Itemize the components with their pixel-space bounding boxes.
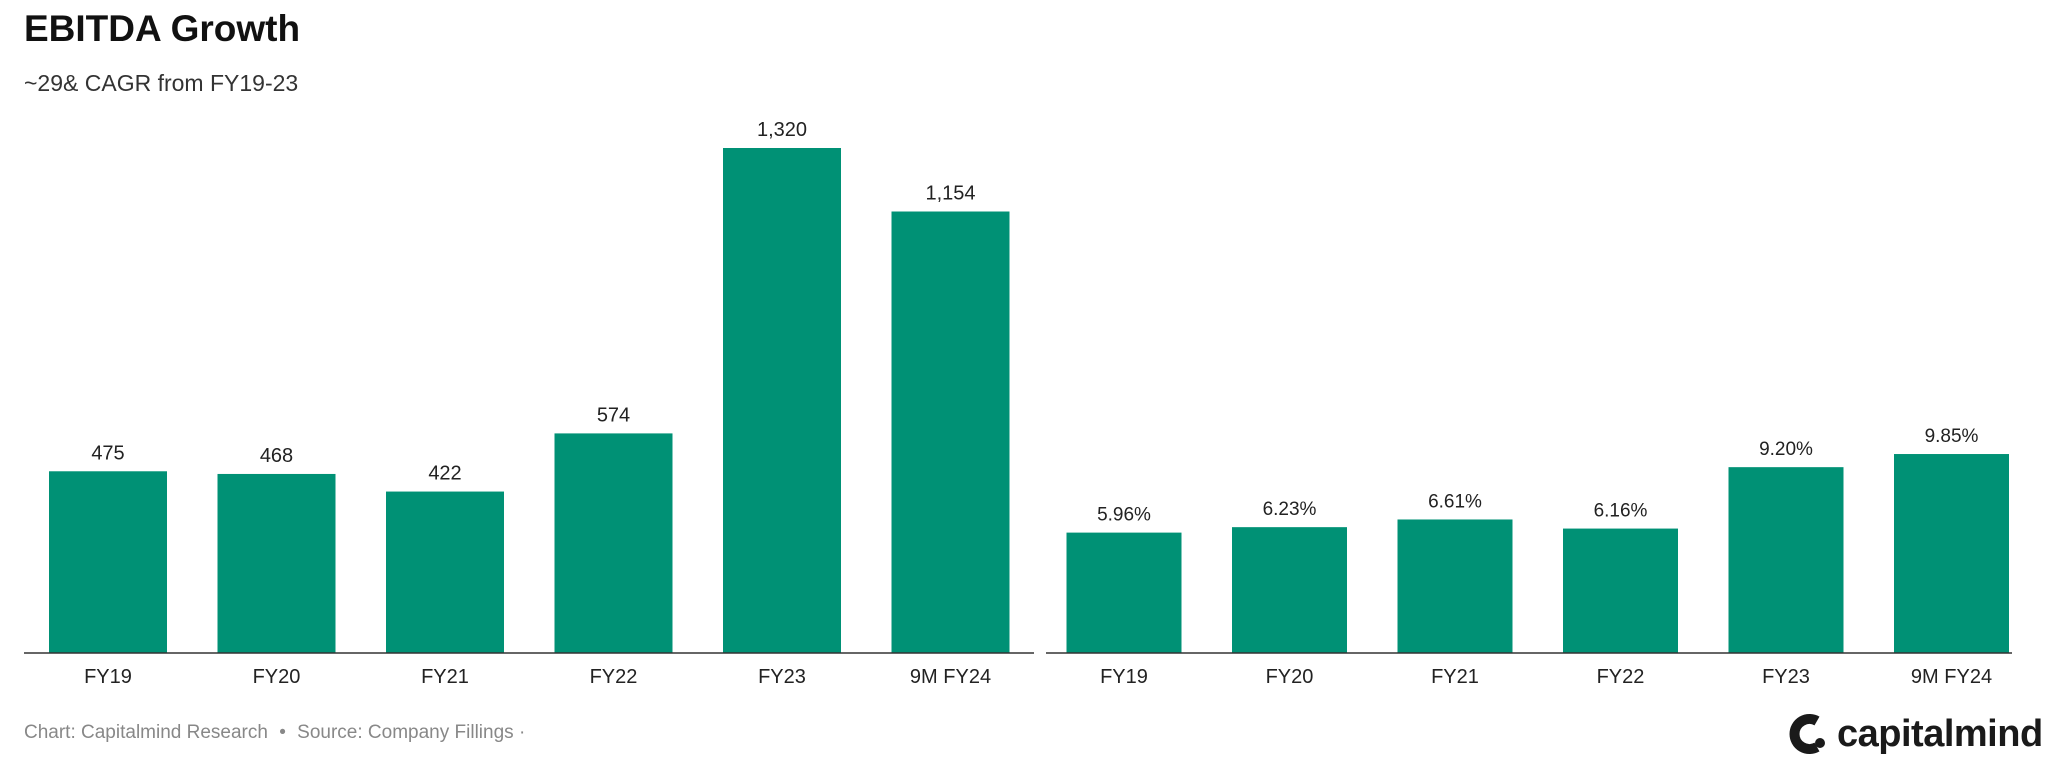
source-note: Source: Company Fillings (297, 722, 514, 743)
chart1-x-tick-label: FY23 (758, 666, 806, 688)
chart2-bar-fy22 (1563, 528, 1678, 653)
chart2-bar-fy20 (1232, 527, 1347, 653)
chart2-data-label: 5.96% (1097, 505, 1151, 526)
chart1-bar-fy21 (386, 491, 504, 653)
chart1-x-tick-label: FY22 (590, 666, 638, 688)
chart2-x-tick-label: FY21 (1431, 666, 1479, 688)
logo-text: capitalmind (1837, 712, 2043, 755)
chart-credit: Chart: Capitalmind Research (24, 722, 268, 743)
chart1-bar-fy19 (49, 471, 167, 653)
chart-title: EBITDA Growth (24, 8, 301, 49)
chart2-bar-fy21 (1397, 519, 1513, 653)
chart1-bar-fy20 (217, 473, 336, 653)
chart2-data-label: 6.16% (1594, 501, 1648, 522)
chart1-x-tick-label: FY19 (84, 666, 132, 688)
chart2-x-tick-label: 9M FY24 (1911, 666, 1992, 688)
chart2-x-tick-label: FY19 (1100, 666, 1148, 688)
chart1-data-label: 468 (260, 445, 293, 467)
chart2-bar-fy19 (1066, 532, 1182, 653)
footer-separator: • (279, 722, 286, 743)
chart1-bar-9m-fy24 (891, 211, 1010, 653)
chart2-bar-fy23 (1728, 467, 1844, 653)
chart2-x-tick-label: FY20 (1266, 666, 1314, 688)
chart2-data-label: 9.20% (1759, 439, 1813, 460)
chart1-data-label: 422 (428, 463, 461, 485)
footer: Chart: Capitalmind Research • Source: Co… (24, 722, 525, 744)
chart2-x-tick-label: FY23 (1762, 666, 1810, 688)
chart2-data-label: 6.23% (1263, 499, 1317, 520)
chart2-data-label: 9.85% (1925, 426, 1979, 447)
chart1-bar-fy22 (554, 433, 673, 653)
chart-subtitle: ~29& CAGR from FY19-23 (24, 70, 299, 96)
chart1-data-label: 1,154 (925, 183, 975, 205)
chart2-data-label: 6.61% (1428, 491, 1482, 512)
chart2-x-tick-label: FY22 (1597, 666, 1645, 688)
capitalmind-logo: capitalmind (1787, 712, 2043, 756)
chart2-bar-9m-fy24 (1894, 454, 2009, 653)
footer-trailing-dot: · (518, 722, 526, 743)
chart1-x-tick-label: 9M FY24 (910, 666, 991, 688)
capitalmind-logo-icon (1789, 714, 1825, 754)
chart1-x-tick-label: FY20 (253, 666, 301, 688)
chart1-data-label: 574 (597, 404, 630, 426)
chart1-x-tick-label: FY21 (421, 666, 469, 688)
chart1-data-label: 475 (91, 442, 124, 464)
chart1-data-label: 1,320 (757, 119, 807, 141)
chart1-bar-fy23 (723, 148, 841, 653)
